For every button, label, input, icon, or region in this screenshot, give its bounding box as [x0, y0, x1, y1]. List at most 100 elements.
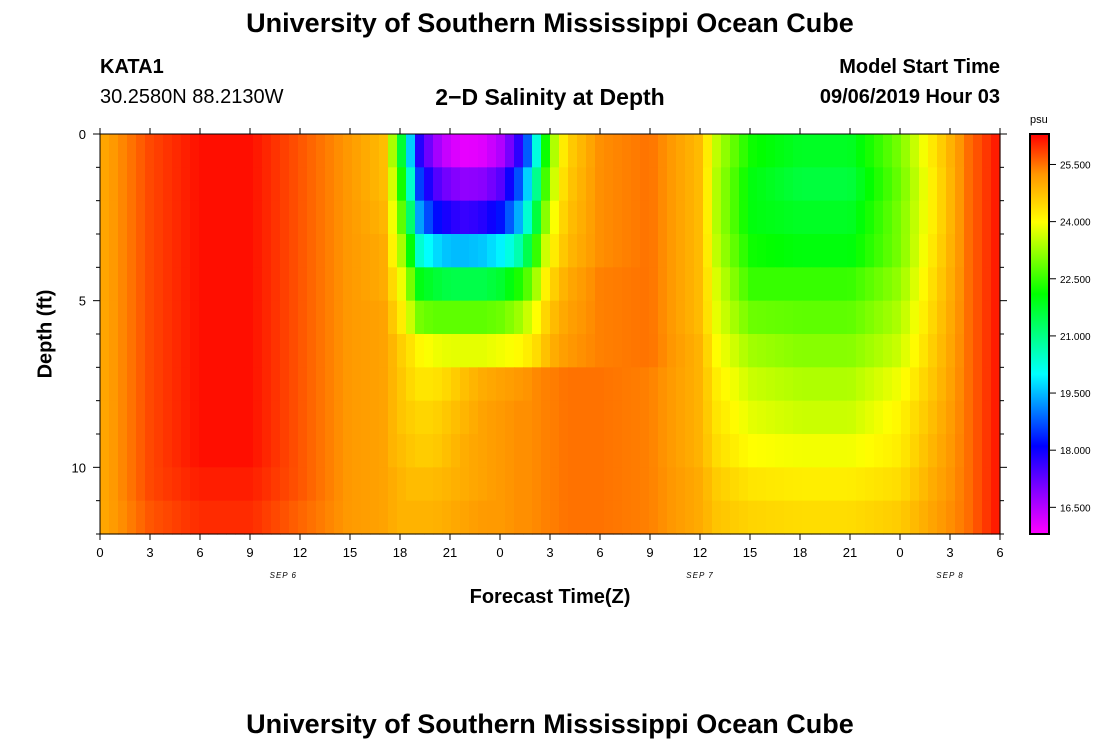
heatmap-cell	[991, 500, 1001, 535]
heatmap-cell	[973, 234, 983, 268]
heatmap-cell	[937, 367, 947, 402]
heatmap-cell	[460, 234, 470, 268]
heatmap-cell	[379, 134, 389, 168]
heatmap-cell	[154, 200, 164, 235]
heatmap-cell	[748, 134, 758, 168]
heatmap-cell	[226, 334, 236, 368]
heatmap-cell	[442, 267, 452, 302]
heatmap-cell	[352, 134, 362, 168]
heatmap-cell	[226, 167, 236, 202]
y-tick-label: 0	[79, 127, 86, 142]
heatmap-cell	[991, 434, 1001, 468]
heatmap-cell	[856, 300, 866, 335]
heatmap-cell	[640, 400, 650, 435]
heatmap-cell	[325, 367, 335, 402]
heatmap-cell	[604, 467, 614, 502]
heatmap-cell	[649, 434, 659, 468]
heatmap-cell	[550, 467, 560, 502]
x-tick-label: 0	[496, 545, 503, 560]
heatmap-cell	[181, 367, 191, 402]
heatmap-cell	[577, 400, 587, 435]
heatmap-cell	[496, 167, 506, 202]
heatmap-cell	[982, 467, 992, 502]
heatmap-cell	[298, 334, 308, 368]
heatmap-cell	[253, 267, 263, 302]
heatmap-cell	[280, 400, 290, 435]
heatmap-cell	[478, 400, 488, 435]
heatmap-cell	[757, 500, 767, 535]
heatmap-cell	[109, 434, 119, 468]
heatmap-cell	[451, 300, 461, 335]
heatmap-cell	[496, 200, 506, 235]
heatmap-cell	[478, 167, 488, 202]
heatmap-cell	[883, 467, 893, 502]
heatmap-cell	[703, 400, 713, 435]
heatmap-cell	[172, 134, 182, 168]
heatmap-cell	[109, 300, 119, 335]
heatmap-cell	[919, 367, 929, 402]
heatmap-cell	[100, 367, 110, 402]
heatmap-cell	[505, 400, 515, 435]
heatmap-cell	[172, 434, 182, 468]
heatmap-cell	[397, 300, 407, 335]
heatmap-cell	[964, 500, 974, 535]
heatmap-cell	[541, 367, 551, 402]
heatmap-cell	[532, 134, 542, 168]
heatmap-cell	[847, 134, 857, 168]
heatmap-cell	[181, 234, 191, 268]
heatmap-cell	[568, 200, 578, 235]
heatmap-cell	[487, 200, 497, 235]
heatmap-cell	[487, 334, 497, 368]
heatmap-cell	[982, 134, 992, 168]
heatmap-cell	[622, 500, 632, 535]
heatmap-cell	[496, 500, 506, 535]
heatmap-cell	[541, 500, 551, 535]
heatmap-cell	[433, 267, 443, 302]
heatmap-cell	[172, 234, 182, 268]
heatmap-cell	[361, 334, 371, 368]
heatmap-cell	[748, 300, 758, 335]
heatmap-cell	[703, 200, 713, 235]
heatmap-cell	[559, 434, 569, 468]
heatmap-cell	[685, 334, 695, 368]
heatmap-cell	[631, 134, 641, 168]
heatmap-cell	[280, 167, 290, 202]
heatmap-cell	[676, 400, 686, 435]
heatmap-cell	[352, 400, 362, 435]
heatmap-cell	[874, 500, 884, 535]
heatmap-cell	[856, 200, 866, 235]
heatmap-cell	[280, 500, 290, 535]
heatmap-cell	[163, 167, 173, 202]
heatmap-cell	[397, 200, 407, 235]
heatmap-cell	[433, 334, 443, 368]
heatmap-cell	[100, 467, 110, 502]
heatmap-cell	[712, 467, 722, 502]
heatmap-cell	[478, 267, 488, 302]
heatmap-cell	[307, 134, 317, 168]
heatmap-cell	[433, 400, 443, 435]
heatmap-cell	[208, 300, 218, 335]
heatmap-cell	[982, 500, 992, 535]
heatmap-cell	[631, 434, 641, 468]
heatmap-cell	[208, 367, 218, 402]
heatmap-cell	[892, 267, 902, 302]
heatmap-cell	[793, 467, 803, 502]
heatmap-cell	[325, 300, 335, 335]
heatmap-cell	[190, 300, 200, 335]
heatmap-cell	[127, 234, 137, 268]
heatmap-cell	[298, 267, 308, 302]
heatmap-cell	[694, 267, 704, 302]
heatmap-cell	[766, 200, 776, 235]
heatmap-cell	[478, 467, 488, 502]
heatmap-cell	[442, 334, 452, 368]
heatmap-cell	[721, 167, 731, 202]
heatmap-cell	[766, 500, 776, 535]
heatmap-cell	[361, 234, 371, 268]
heatmap-cell	[919, 200, 929, 235]
heatmap-cell	[955, 300, 965, 335]
heatmap-cell	[469, 234, 479, 268]
heatmap-cell	[100, 334, 110, 368]
heatmap-cell	[532, 334, 542, 368]
heatmap-cell	[235, 334, 245, 368]
heatmap-cell	[289, 300, 299, 335]
